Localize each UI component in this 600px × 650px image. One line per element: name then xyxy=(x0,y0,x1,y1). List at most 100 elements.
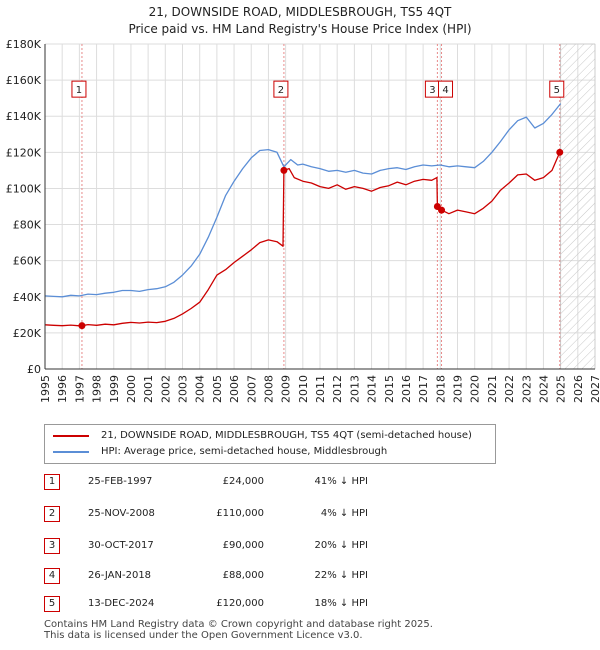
sale-date: 30-OCT-2017 xyxy=(88,540,154,551)
sale-hpi: 22% ↓ HPI xyxy=(314,570,368,581)
y-tick-label: £140K xyxy=(6,110,42,123)
x-tick-label: 2017 xyxy=(417,375,430,403)
x-tick-label: 2003 xyxy=(177,375,190,403)
x-tick-label: 2002 xyxy=(159,375,172,403)
sale-row: 5 13-DEC-2024 £120,000 18% ↓ HPI xyxy=(44,596,464,612)
sale-hpi: 41% ↓ HPI xyxy=(314,476,368,487)
sale-label: 2 xyxy=(278,85,284,96)
y-tick-label: £0 xyxy=(27,363,41,376)
x-tick-label: 2024 xyxy=(537,375,550,403)
sale-label: 5 xyxy=(554,85,560,96)
x-tick-label: 2004 xyxy=(194,375,207,403)
x-tick-label: 2020 xyxy=(469,375,482,403)
footer: Contains HM Land Registry data © Crown c… xyxy=(44,619,433,641)
x-tick-label: 2023 xyxy=(520,375,533,403)
sale-label-box xyxy=(438,80,454,98)
x-tick-label: 2011 xyxy=(314,375,327,403)
x-tick-label: 2021 xyxy=(486,375,499,403)
sale-hpi: 20% ↓ HPI xyxy=(314,540,368,551)
legend-swatch-hpi xyxy=(53,451,89,453)
legend-label-property: 21, DOWNSIDE ROAD, MIDDLESBROUGH, TS5 4Q… xyxy=(101,430,472,441)
x-tick-label: 2001 xyxy=(142,375,155,403)
sale-badge: 1 xyxy=(44,474,60,490)
y-tick-label: £60K xyxy=(13,255,42,268)
sale-date: 13-DEC-2024 xyxy=(88,598,155,609)
sale-date: 25-FEB-1997 xyxy=(88,476,153,487)
sale-price: £24,000 xyxy=(222,476,264,487)
x-tick-label: 2012 xyxy=(331,375,344,403)
sale-date: 26-JAN-2018 xyxy=(88,570,152,581)
x-tick-label: 2026 xyxy=(572,375,585,403)
x-tick-label: 2019 xyxy=(452,375,465,403)
x-tick-label: 2005 xyxy=(211,375,224,403)
sale-marker xyxy=(556,148,564,156)
y-tick-label: £120K xyxy=(6,146,42,159)
x-tick-label: 2008 xyxy=(262,375,275,403)
legend: 21, DOWNSIDE ROAD, MIDDLESBROUGH, TS5 4Q… xyxy=(44,424,496,464)
x-tick-label: 1998 xyxy=(91,375,104,403)
x-tick-label: 1995 xyxy=(39,375,52,403)
y-tick-label: £40K xyxy=(13,291,42,304)
sale-label-box xyxy=(549,80,565,98)
y-tick-label: £180K xyxy=(6,38,42,51)
legend-label-hpi: HPI: Average price, semi-detached house,… xyxy=(101,446,388,457)
x-tick-label: 2025 xyxy=(555,375,568,403)
legend-swatch-property xyxy=(53,435,89,437)
sale-badge: 4 xyxy=(44,568,60,584)
sale-badge: 5 xyxy=(44,596,60,612)
sale-row: 4 26-JAN-2018 £88,000 22% ↓ HPI xyxy=(44,568,464,584)
sale-label-box xyxy=(71,80,87,98)
sale-marker xyxy=(78,322,86,330)
sale-price: £110,000 xyxy=(216,508,264,519)
sale-markers xyxy=(78,148,564,330)
x-tick-label: 2010 xyxy=(297,375,310,403)
sale-marker xyxy=(280,166,288,174)
sale-row: 2 25-NOV-2008 £110,000 4% ↓ HPI xyxy=(44,506,464,522)
y-tick-label: £80K xyxy=(13,219,42,232)
sale-label: 3 xyxy=(429,85,435,96)
legend-item-property: 21, DOWNSIDE ROAD, MIDDLESBROUGH, TS5 4Q… xyxy=(53,428,472,444)
x-tick-label: 2007 xyxy=(245,375,258,403)
series-line-hpi xyxy=(44,103,562,298)
sale-row: 1 25-FEB-1997 £24,000 41% ↓ HPI xyxy=(44,474,464,490)
x-tick-label: 2027 xyxy=(589,375,600,403)
footer-copyright: Contains HM Land Registry data © Crown c… xyxy=(44,619,433,630)
title-line-1: 21, DOWNSIDE ROAD, MIDDLESBROUGH, TS5 4Q… xyxy=(148,5,452,19)
legend-item-hpi: HPI: Average price, semi-detached house,… xyxy=(53,444,387,460)
axes: £0 £20K £40K £60K £80K £100K £120K £140K £160K £1… xyxy=(6,38,600,403)
sale-label: 1 xyxy=(76,85,82,96)
chart-title: 21, DOWNSIDE ROAD, MIDDLESBROUGH, TS5 4Q… xyxy=(0,4,600,38)
sale-badge: 2 xyxy=(44,506,60,522)
sale-marker xyxy=(438,206,446,214)
x-tick-label: 1997 xyxy=(73,375,86,403)
x-tick-label: 1996 xyxy=(56,375,69,403)
forecast-region xyxy=(560,43,596,370)
series-lines xyxy=(44,103,562,327)
sale-row: 3 30-OCT-2017 £90,000 20% ↓ HPI xyxy=(44,538,464,554)
forecast-hatch xyxy=(560,43,596,370)
x-tick-label: 2016 xyxy=(400,375,413,403)
x-tick-label: 2014 xyxy=(366,375,379,403)
x-tick-label: 2006 xyxy=(228,375,241,403)
y-tick-label: £160K xyxy=(6,74,42,87)
sale-date: 25-NOV-2008 xyxy=(88,508,155,519)
x-tick-label: 2009 xyxy=(280,375,293,403)
sale-price: £88,000 xyxy=(222,570,264,581)
series-line-property xyxy=(44,152,561,327)
x-tick-label: 1999 xyxy=(108,375,121,403)
sale-label: 4 xyxy=(442,85,448,96)
x-tick-label: 2018 xyxy=(434,375,447,403)
title-line-2: Price paid vs. HM Land Registry's House … xyxy=(128,22,472,36)
x-tick-label: 2022 xyxy=(503,375,516,403)
sale-badge: 3 xyxy=(44,538,60,554)
sale-hpi: 4% ↓ HPI xyxy=(320,508,368,519)
y-tick-label: £20K xyxy=(13,327,42,340)
y-tick-label: £100K xyxy=(6,182,42,195)
sale-price: £120,000 xyxy=(216,598,264,609)
x-tick-label: 2013 xyxy=(348,375,361,403)
footer-licence: This data is licensed under the Open Gov… xyxy=(44,630,363,641)
sale-price: £90,000 xyxy=(222,540,264,551)
sale-label-box xyxy=(273,80,289,98)
